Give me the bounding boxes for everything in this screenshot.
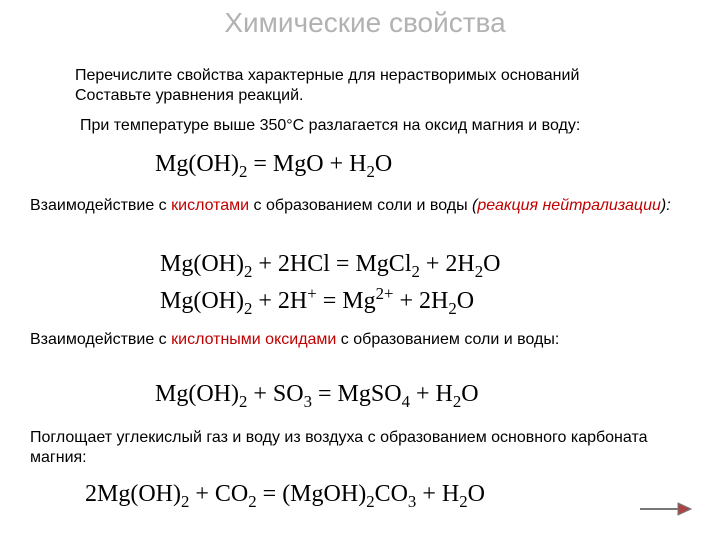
eq4c: = MgSO — [312, 381, 402, 407]
p5: Поглощает углекислый газ и воду из возду… — [30, 429, 647, 466]
co2-paragraph: Поглощает углекислый газ и воду из возду… — [30, 428, 690, 468]
eq3e: O — [457, 288, 474, 314]
eq3a: Mg(OH) — [160, 288, 244, 314]
eq3s2: 2 — [448, 299, 456, 318]
eq5a: 2Mg(OH) — [85, 481, 181, 507]
eq3p2: 2+ — [376, 284, 394, 303]
eq5s3: 2 — [366, 492, 374, 511]
eq2s2: 2 — [411, 262, 419, 281]
eq4s2: 3 — [304, 392, 312, 411]
eq2c: + 2H — [420, 251, 475, 277]
eq1-b: = MgO + H — [247, 151, 366, 177]
equation-acid-hcl: Mg(OH)2 + 2HCl = MgCl2 + 2H2O Mg(OH)2 + … — [160, 248, 580, 321]
eq3c: = Mg — [317, 288, 376, 314]
equation-co2: 2Mg(OH)2 + CO2 = (MgOH)2CO3 + H2O — [85, 478, 505, 513]
p4a: Взаимодействие с — [30, 331, 171, 348]
p4b: кислотными оксидами — [171, 331, 336, 348]
eq4d: + H — [410, 381, 453, 407]
eq3d: + 2H — [393, 288, 448, 314]
arrow-right-icon — [638, 500, 692, 518]
eq5d: CO — [375, 481, 408, 507]
decomp-text: При температуре выше 350°С разлагается н… — [80, 117, 580, 134]
intro-line2: Составьте уравнения реакций. — [75, 87, 304, 104]
eq2s3: 2 — [475, 262, 483, 281]
p3c: с образованием соли и воды — [249, 197, 472, 214]
eq2b: + 2HCl = MgCl — [252, 251, 411, 277]
p4c: с образованием соли и воды: — [336, 331, 559, 348]
eq5f: O — [468, 481, 485, 507]
slide-title: Химические свойства — [150, 8, 580, 39]
equation-decomposition: Mg(OH)2 = MgO + H2O — [155, 148, 515, 183]
decomposition-text: При температуре выше 350°С разлагается н… — [80, 116, 680, 136]
acidic-oxides-paragraph: Взаимодействие с кислотными оксидами с о… — [30, 330, 690, 350]
p3b: кислотами — [171, 197, 249, 214]
eq4s3: 4 — [402, 392, 410, 411]
eq4a: Mg(OH) — [155, 381, 239, 407]
eq1-a: Mg(OH) — [155, 151, 239, 177]
eq2a: Mg(OH) — [160, 251, 244, 277]
slide-container: Химические свойства Перечислите свойства… — [0, 0, 720, 540]
eq2d: O — [483, 251, 500, 277]
p3e: реакция нейтрализации — [477, 197, 661, 214]
eq4s4: 2 — [453, 392, 461, 411]
next-arrow-button[interactable] — [638, 500, 692, 518]
eq5e: + H — [416, 481, 459, 507]
eq5s2: 2 — [248, 492, 256, 511]
p3f: ): — [661, 197, 671, 214]
eq3b: + 2H — [252, 288, 307, 314]
eq5c: = (MgOH) — [257, 481, 367, 507]
equation-so3: Mg(OH)2 + SO3 = MgSO4 + H2O — [155, 378, 535, 413]
acids-paragraph: Взаимодействие с кислотами с образование… — [30, 196, 690, 216]
eq5b: + CO — [189, 481, 248, 507]
eq4b: + SO — [247, 381, 303, 407]
eq1-s2: 2 — [366, 162, 374, 181]
p3a: Взаимодействие с — [30, 197, 171, 214]
eq5s5: 2 — [459, 492, 467, 511]
eq4e: O — [461, 381, 478, 407]
eq3p1: + — [307, 284, 316, 303]
intro-line1: Перечислите свойства характерные для нер… — [75, 67, 579, 84]
intro-paragraph: Перечислите свойства характерные для нер… — [75, 66, 675, 106]
eq1-c: O — [375, 151, 392, 177]
